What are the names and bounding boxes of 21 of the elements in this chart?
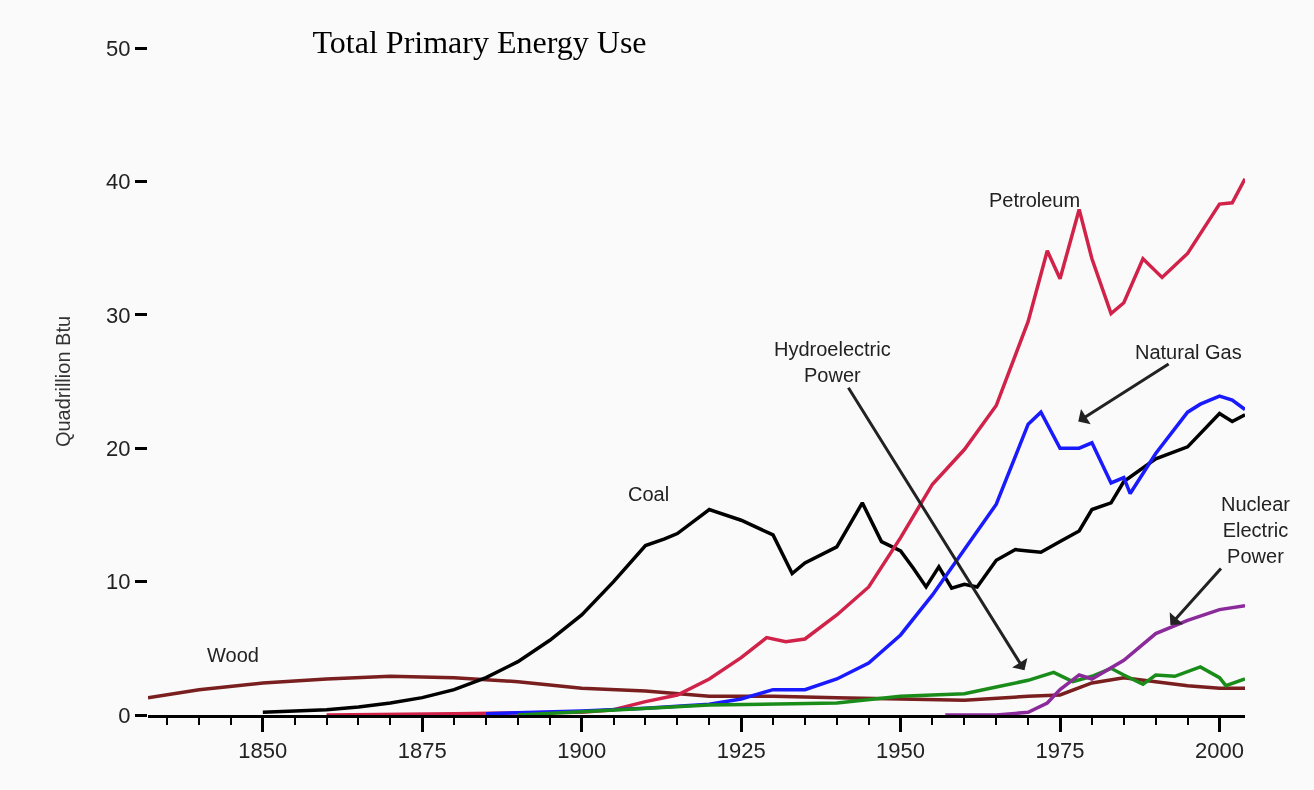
y-tick-label: 0: [118, 702, 131, 728]
x-tick-label: 1975: [1035, 738, 1085, 764]
y-tick-label: 10: [106, 569, 131, 595]
series-label: Petroleum: [989, 189, 1081, 211]
x-tick-label: 1875: [397, 738, 447, 764]
x-tick-label: 2000: [1195, 738, 1244, 764]
chart-title: Total Primary Energy Use: [312, 24, 647, 61]
x-tick-label: 1850: [238, 738, 288, 764]
text: Hydroelectric Power: [774, 338, 891, 386]
y-axis-title: Quadrillion Btu: [51, 315, 74, 448]
x-tick-label: 1925: [716, 738, 766, 764]
series-label: Wood: [207, 644, 259, 666]
y-tick-label: 50: [106, 35, 131, 61]
y-tick-label: 20: [106, 435, 131, 461]
x-tick-label: 1900: [557, 738, 607, 764]
x-tick-label: 1950: [876, 738, 926, 764]
y-tick-label: 40: [106, 169, 131, 195]
series-label: Natural Gas: [1135, 341, 1242, 363]
text: Nuclear Electric Power: [1221, 493, 1291, 567]
series-label: Coal: [628, 483, 670, 505]
y-tick-label: 30: [106, 302, 131, 328]
